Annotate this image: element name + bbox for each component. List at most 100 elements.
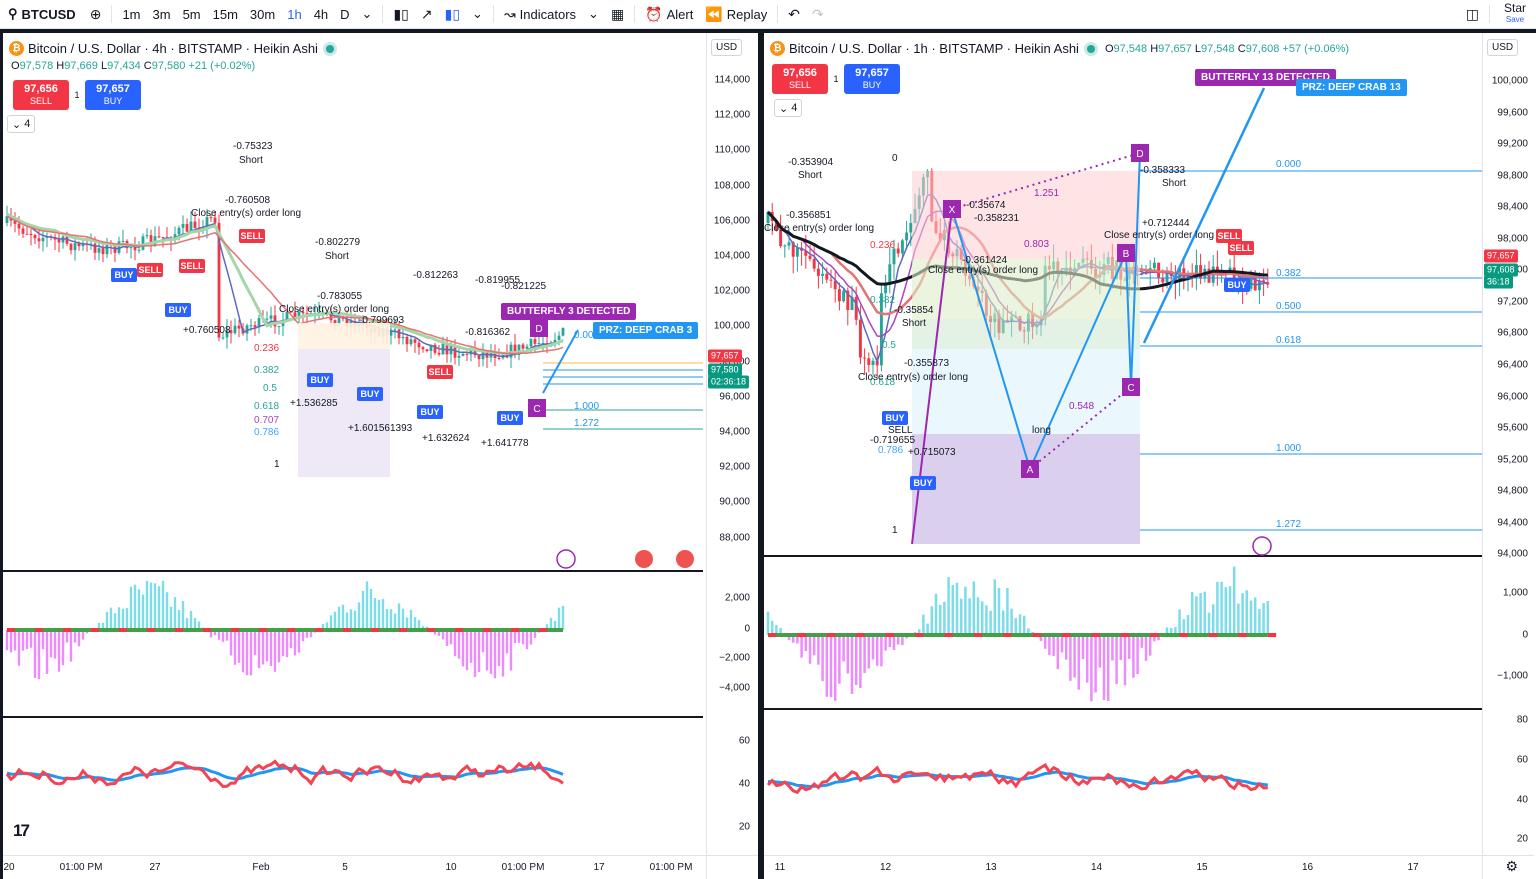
templates-button[interactable]: ▦ [605,0,630,28]
candle-body [77,243,81,247]
fib-level-label: 0.5 [263,383,277,394]
save-layout-button[interactable]: Star Save [1494,2,1536,25]
redo-button[interactable]: ↷ [806,0,830,28]
currency-selector[interactable]: USD [1487,39,1519,56]
symbol-search[interactable]: ⚲ BTCUSD [0,0,84,28]
fib-level-label: 0.618 [870,377,895,388]
prz-projection-line [1142,87,1266,344]
left-symbol-title: Bitcoin / U.S. Dollar · 4h · BITSTAMP · … [28,41,318,56]
interval-4h[interactable]: 4h [313,6,329,22]
undo-button[interactable]: ↶ [782,0,806,28]
candle-body [73,243,77,251]
candle-body [137,249,141,251]
event-icon [1252,536,1272,556]
harmonic-point-label: D [535,324,542,335]
interval-1m[interactable]: 1m [122,6,141,22]
macd-signal-dot [455,628,463,632]
strategy-annotation: -0.361424 [962,255,1007,266]
fib-level-label: 1.251 [1034,188,1059,199]
price-tick: 99,200 [1497,138,1528,150]
right-price-axis[interactable]: USD 100,000 99,600 99,200 98,800 98,400 98,00… [1482,33,1534,879]
buy-button[interactable]: 97,657 BUY [85,80,141,110]
strategy-annotation: -0.802279 [315,237,360,248]
right-time-axis[interactable]: 11 12 13 14 15 16 17 [764,855,1482,879]
compare-add-button[interactable]: ⊕ [84,0,108,28]
sell-price: 97,656 [783,67,817,79]
candle-body [1152,262,1156,269]
quantity[interactable]: 1 [74,90,80,100]
right-chart-canvas[interactable]: X A B C D 0 0.236 0.382 0.5 0.618 0.786 1 0.000 0.382… [764,33,1482,851]
candle-body [157,236,161,238]
price-tick: 96,000 [1497,391,1528,402]
interval-15m[interactable]: 15m [212,6,238,22]
left-time-axis[interactable]: 20 01:00 PM 27 Feb 5 10 01:00 PM 17 01:00 PM [3,855,706,879]
interval-dropdown[interactable]: ⌄ [356,0,379,28]
buy-button[interactable]: 97,657 BUY [844,64,900,94]
price-tick: 94,400 [1497,517,1528,529]
pane-divider[interactable] [758,33,764,879]
left-indicator-collapse[interactable]: ⌄ 4 [7,115,36,133]
candle-body [397,329,401,339]
candle-body [249,325,253,327]
candle-body [842,290,846,302]
harmonic-point-marker [1131,144,1149,162]
left-chart-pane[interactable]: 0.000 0.236 0.382 0.5 0.618 0.707 0.786 1 1.000 1… [3,33,758,879]
harmonic-point-marker [1122,378,1140,396]
macd-signal-dot [1091,633,1100,637]
candle-body [557,335,561,340]
right-chart-pane[interactable]: X A B C D 0 0.236 0.382 0.5 0.618 0.786 1 0.000 0.382… [764,33,1534,879]
price-tick: 112,000 [714,109,750,121]
currency-selector[interactable]: USD [711,39,743,56]
tradingview-logo: 17 [13,821,30,840]
redo-icon: ↷ [812,5,824,22]
candle-body [791,242,795,257]
rsi-tick: 60 [1516,754,1528,766]
alert-button[interactable]: ⏰ Alert [639,0,699,28]
strategy-annotation: -0.812263 [413,270,458,281]
candle-body [41,237,45,242]
left-price-axis[interactable]: USD 114,000 112,000 110,000 108,000 106,000 1… [706,33,756,879]
candle-body [816,268,820,276]
gear-icon[interactable]: ⚙ [1505,858,1518,874]
buy-marker [882,411,908,425]
layout-button[interactable]: ◫ [1460,0,1485,28]
interval-5m[interactable]: 5m [182,6,201,22]
candle-body [812,258,816,269]
sell-button[interactable]: 97,656 SELL [13,80,69,110]
marker-label: BUY [114,270,133,280]
interval-30m[interactable]: 30m [249,6,276,22]
rsi-tick: 40 [738,778,750,790]
macd-signal-dot [973,633,983,637]
bars-style-button[interactable]: ▮▯ [387,0,414,28]
quantity[interactable]: 1 [833,74,839,84]
fib-level-label: 0 [892,153,898,164]
price-tick: 94,000 [1497,548,1528,560]
candle-body [429,344,433,351]
indicators-button[interactable]: ↝ Indicators [498,0,582,28]
candle-body [149,235,153,245]
interval-3m[interactable]: 3m [152,6,171,22]
macd-signal-dot [1120,633,1130,637]
candle-body [173,234,177,241]
candle-body [289,311,293,313]
pattern-detected-badge: BUTTERFLY 3 DETECTED [501,303,637,320]
rsi-line [5,759,564,789]
strategy-annotation: Short [902,318,926,329]
interval-1h[interactable]: 1h [287,6,302,22]
indicators-dropdown[interactable]: ⌄ [582,0,605,28]
candle-body [265,318,269,320]
strategy-annotation: Close entry(s) order long [1104,230,1214,241]
right-indicator-collapse[interactable]: ⌄ 4 [774,99,803,117]
replay-button[interactable]: ⏪ Replay [699,0,773,28]
line-style-button[interactable]: ↗ [415,0,439,28]
interval-d[interactable]: D [340,6,350,22]
chart-type-dropdown[interactable]: ⌄ [466,0,489,28]
sell-button[interactable]: 97,656 SELL [772,64,828,94]
harmonic-ratio-line [951,152,1141,210]
heikin-ashi-button[interactable]: ▮▯ [439,0,466,28]
time-tick: 20 [3,862,15,873]
strategy-annotation: Short [325,251,349,262]
marker-label: SELL [428,367,452,377]
fib-level-label: 0.000 [574,330,599,341]
